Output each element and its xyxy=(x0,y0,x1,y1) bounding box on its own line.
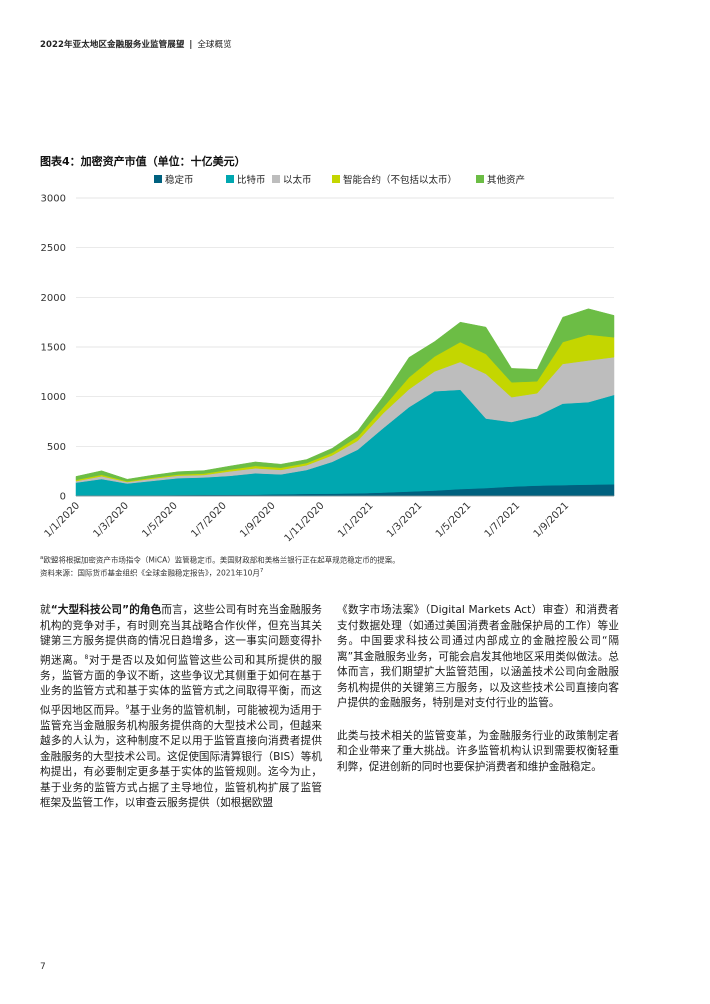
crypto-market-cap-chart: 0 500 1000 1500 2000 2500 3000 1/1/2020 1/3/2020… xyxy=(41,174,615,544)
y-tick-label: 500 xyxy=(47,442,66,453)
legend-label: 智能合约（不包括以太币） xyxy=(343,174,457,186)
legend-label: 以太币 xyxy=(283,174,312,186)
footnote-marker: a xyxy=(40,555,44,561)
x-tick-label: 1/7/2021 xyxy=(483,500,523,540)
legend-swatch xyxy=(476,175,484,183)
section-name: 全球概览 xyxy=(197,40,232,50)
legend-label: 其他资产 xyxy=(487,174,525,186)
paragraph: 此类与技术相关的监管变革，为金融服务行业的政策制定者和企业带来了重大挑战。许多监… xyxy=(337,729,619,773)
x-tick-label: 1/11/2020 xyxy=(283,500,327,544)
legend-swatch xyxy=(332,175,340,183)
figure-title: 图表4：加密资产市值（单位：十亿美元） xyxy=(40,155,246,168)
figure-notes: a欧盟将根据加密资产市场指令（MiCA）监管稳定币。美国财政部和美格兰银行正在起… xyxy=(40,553,400,578)
y-tick-label: 0 xyxy=(60,492,66,503)
report-title: 2022年亚太地区金融服务业监管展望 xyxy=(40,40,185,50)
legend-swatch xyxy=(154,175,162,183)
y-tick-label: 1500 xyxy=(41,343,66,354)
paragraph: 就“大型科技公司”的角色而言，这些公司有时充当金融服务机构的竞争对手，有时则充当… xyxy=(40,603,322,812)
text-run: 基于业务的监管机制，可能被视为适用于监管充当金融服务机构服务提供商的大型技术公司… xyxy=(40,704,323,810)
source-marker: 7 xyxy=(259,567,264,574)
text-run: 对于是否以及如何监管这些公司和其所提供的服务，监管方面的争议不断，这些争议尤其侧… xyxy=(40,654,323,717)
y-tick-label: 2000 xyxy=(41,293,66,304)
source-note: 资料来源：国际货币基金组织《全球金融稳定报告》，2021年10月7 xyxy=(40,566,400,579)
reference-marker: 9 xyxy=(125,703,130,711)
footnote-a: a欧盟将根据加密资产市场指令（MiCA）监管稳定币。美国财政部和美格兰银行正在起… xyxy=(40,553,400,566)
x-tick-label: 1/5/2021 xyxy=(434,500,474,540)
x-tick-label: 1/9/2021 xyxy=(532,500,572,540)
x-tick-label: 1/1/2021 xyxy=(336,500,376,540)
x-tick-label: 1/3/2021 xyxy=(385,500,425,540)
emphasis-text: “大型科技公司”的角色 xyxy=(50,604,162,616)
header-separator: | xyxy=(189,40,193,50)
legend-swatch xyxy=(226,175,234,183)
source-text: 资料来源：国际货币基金组织《全球金融稳定报告》，2021年10月 xyxy=(40,568,260,577)
legend-label: 稳定币 xyxy=(165,174,194,186)
legend-label: 比特币 xyxy=(237,174,266,186)
text-run: 而言，这些公司有时充当金融服务机构的竞争对手，有时则充当其战略合作伙伴，但充当其… xyxy=(40,604,322,667)
x-tick-label: 1/5/2020 xyxy=(140,500,180,540)
x-tick-label: 1/1/2020 xyxy=(43,500,83,540)
y-tick-label: 1000 xyxy=(41,392,66,403)
x-tick-label: 1/9/2020 xyxy=(238,500,278,540)
y-tick-label: 2500 xyxy=(41,243,66,254)
running-header: 2022年亚太地区金融服务业监管展望 | 全球概览 xyxy=(40,38,232,50)
x-tick-label: 1/7/2020 xyxy=(189,500,229,540)
paragraph: 《数字市场法案》（Digital Markets Act）审查）和消费者支付数据… xyxy=(337,604,619,709)
legend-swatch xyxy=(272,175,280,183)
footnote-text: 欧盟将根据加密资产市场指令（MiCA）监管稳定币。美国财政部和美格兰银行正在起草… xyxy=(43,555,400,565)
area-series xyxy=(75,308,615,482)
body-column-right: 《数字市场法案》（Digital Markets Act）审查）和消费者支付数据… xyxy=(337,603,619,775)
x-tick-label: 1/3/2020 xyxy=(91,500,131,540)
page-number: 7 xyxy=(40,962,46,972)
y-tick-label: 3000 xyxy=(41,194,66,205)
body-column-left: 就“大型科技公司”的角色而言，这些公司有时充当金融服务机构的竞争对手，有时则充当… xyxy=(40,603,322,812)
reference-marker: 8 xyxy=(84,653,89,661)
text-run: 就 xyxy=(40,604,51,616)
